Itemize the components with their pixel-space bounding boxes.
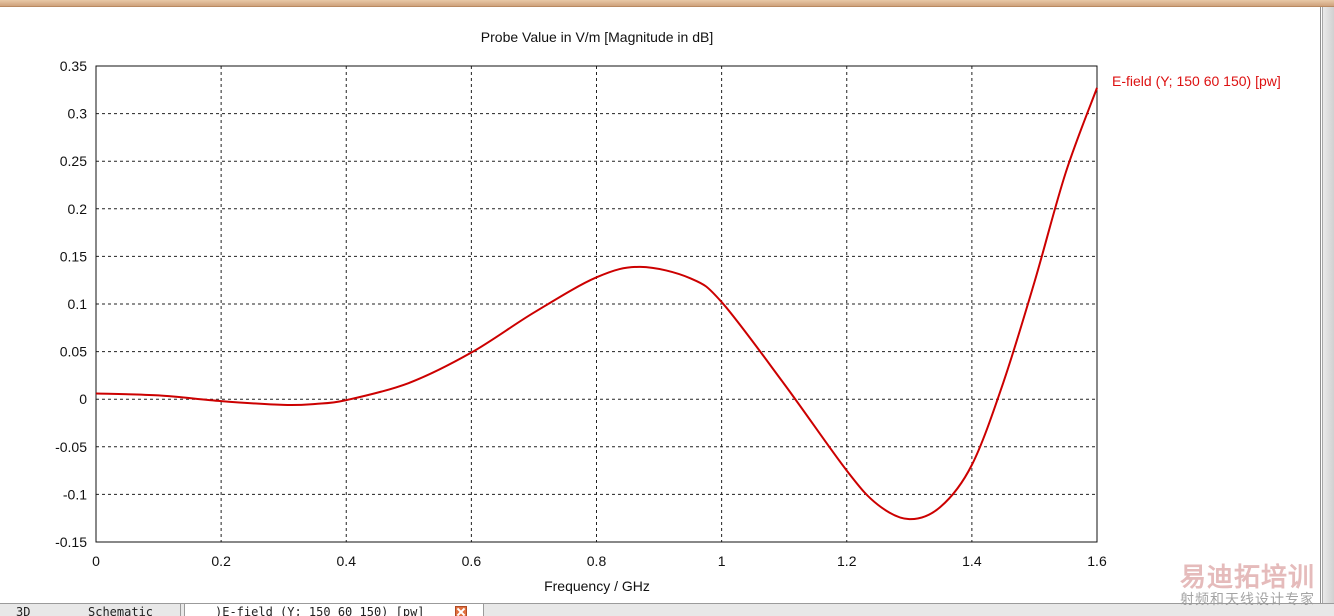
x-tick-label: 1 xyxy=(718,553,726,569)
y-tick-label: 0.35 xyxy=(60,58,87,74)
legend-entry-efield: E-field (Y; 150 60 150) [pw] xyxy=(1112,73,1281,89)
y-tick-label: 0.3 xyxy=(68,106,88,122)
panel-divider xyxy=(1320,7,1321,603)
x-tick-label: 1.4 xyxy=(962,553,982,569)
x-tick-label: 0.2 xyxy=(211,553,231,569)
tab-efield-result[interactable]: )E-field (Y; 150 60 150) [pw] xyxy=(184,604,484,616)
tab-schematic[interactable]: Schematic xyxy=(88,604,181,616)
y-tick-label: 0.05 xyxy=(60,344,87,360)
y-tick-label: 0.25 xyxy=(60,153,87,169)
x-axis-label: Frequency / GHz xyxy=(544,578,650,594)
x-tick-label: 0.8 xyxy=(587,553,607,569)
series-line-efield xyxy=(95,87,1098,521)
watermark-main-text: 易迪拓培训 xyxy=(1180,563,1316,593)
x-tick-label: 0.6 xyxy=(462,553,482,569)
plot-frame xyxy=(95,65,1098,543)
y-tick-label: -0.15 xyxy=(55,534,87,550)
y-tick-label: 0.2 xyxy=(68,201,88,217)
y-tick-label: 0.15 xyxy=(60,248,87,264)
y-tick-labels: 0.35 0.3 0.25 0.2 0.15 0.1 0.05 0 -0.05 -0.1 -0.15 xyxy=(55,58,87,550)
document-tab-bar: 3D Schematic )E-field (Y; 150 60 150) [p… xyxy=(0,603,1334,616)
y-tick-label: 0.1 xyxy=(68,296,88,312)
x-tick-label: 1.2 xyxy=(837,553,857,569)
side-scrollbar[interactable] xyxy=(1322,7,1334,603)
y-tick-label: 0 xyxy=(79,391,87,407)
x-tick-labels: 0 0.2 0.4 0.6 0.8 1 1.2 1.4 1.6 xyxy=(92,553,1107,569)
grid-lines xyxy=(96,66,1097,542)
x-tick-label: 0 xyxy=(92,553,100,569)
y-tick-label: -0.05 xyxy=(55,439,87,455)
window-title-bar xyxy=(0,0,1334,7)
close-tab-icon[interactable] xyxy=(455,606,467,616)
x-tick-label: 1.6 xyxy=(1087,553,1107,569)
y-tick-label: -0.1 xyxy=(63,486,87,502)
chart-title: Probe Value in V/m [Magnitude in dB] xyxy=(481,29,713,45)
x-tick-label: 0.4 xyxy=(337,553,357,569)
watermark-logo: 易迪拓培训 射频和天线设计专家 xyxy=(1180,563,1330,613)
plot-area: Probe Value in V/m [Magnitude in dB] 0 0.… xyxy=(55,29,1281,594)
watermark-sub-text: 射频和天线设计专家 xyxy=(1180,592,1315,608)
tab-3d[interactable]: 3D xyxy=(16,605,31,616)
